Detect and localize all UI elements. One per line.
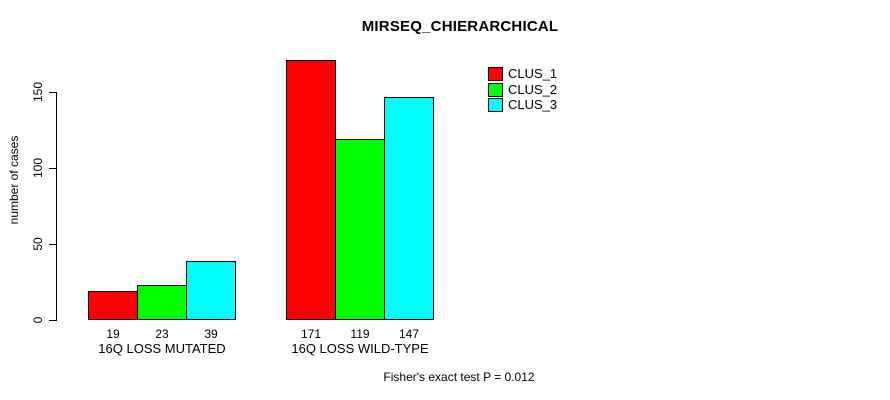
legend: CLUS_1 CLUS_2 CLUS_3: [488, 67, 608, 117]
bar: [88, 291, 138, 320]
y-axis-tick-label: 150: [31, 81, 45, 103]
bar-value-label: 19: [106, 327, 120, 341]
y-axis-tick-label: 50: [31, 237, 45, 251]
bar-value-label: 119: [350, 327, 370, 341]
chart-title: MIRSEQ_CHIERARCHICAL: [361, 18, 559, 35]
legend-item-label: CLUS_1: [508, 66, 558, 81]
legend-item: CLUS_3: [488, 98, 557, 112]
y-axis-line: [56, 92, 57, 321]
y-axis-tick: [49, 92, 56, 93]
category-label: 16Q LOSS WILD-TYPE: [291, 341, 429, 356]
legend-item-label: CLUS_3: [508, 97, 558, 112]
y-axis-tick: [49, 168, 56, 169]
footer-annotation: Fisher's exact test P = 0.012: [383, 370, 535, 384]
bar-value-label: 39: [204, 327, 218, 341]
bar: [384, 97, 434, 320]
legend-swatch: [488, 67, 503, 81]
y-axis-tick: [49, 320, 56, 321]
bar: [286, 60, 336, 320]
bar-value-label: 23: [155, 327, 169, 341]
y-axis-tick-label: 100: [31, 157, 45, 179]
bar: [186, 261, 236, 320]
bar: [335, 139, 385, 320]
category-label: 16Q LOSS MUTATED: [98, 341, 226, 356]
bar-value-label: 171: [300, 327, 322, 341]
bar-value-label: 147: [398, 327, 420, 341]
bar: [137, 285, 187, 320]
y-axis-tick: [49, 244, 56, 245]
legend-item-label: CLUS_2: [508, 81, 558, 97]
legend-item: CLUS_1: [488, 67, 557, 81]
legend-swatch: [488, 98, 503, 112]
legend-item: CLUS_2: [488, 81, 558, 97]
y-axis-tick-label: 0: [31, 316, 45, 324]
legend-swatch: [488, 82, 503, 97]
